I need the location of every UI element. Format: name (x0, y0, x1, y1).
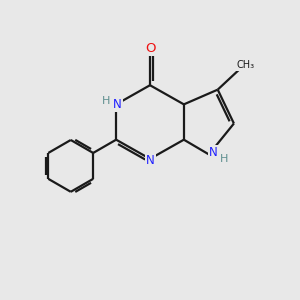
Text: N: N (146, 154, 155, 167)
Text: CH₃: CH₃ (236, 60, 254, 70)
Text: N: N (209, 146, 218, 159)
Text: O: O (145, 42, 155, 55)
Text: H: H (219, 154, 228, 164)
Text: N: N (113, 98, 122, 111)
Text: H: H (102, 96, 110, 106)
